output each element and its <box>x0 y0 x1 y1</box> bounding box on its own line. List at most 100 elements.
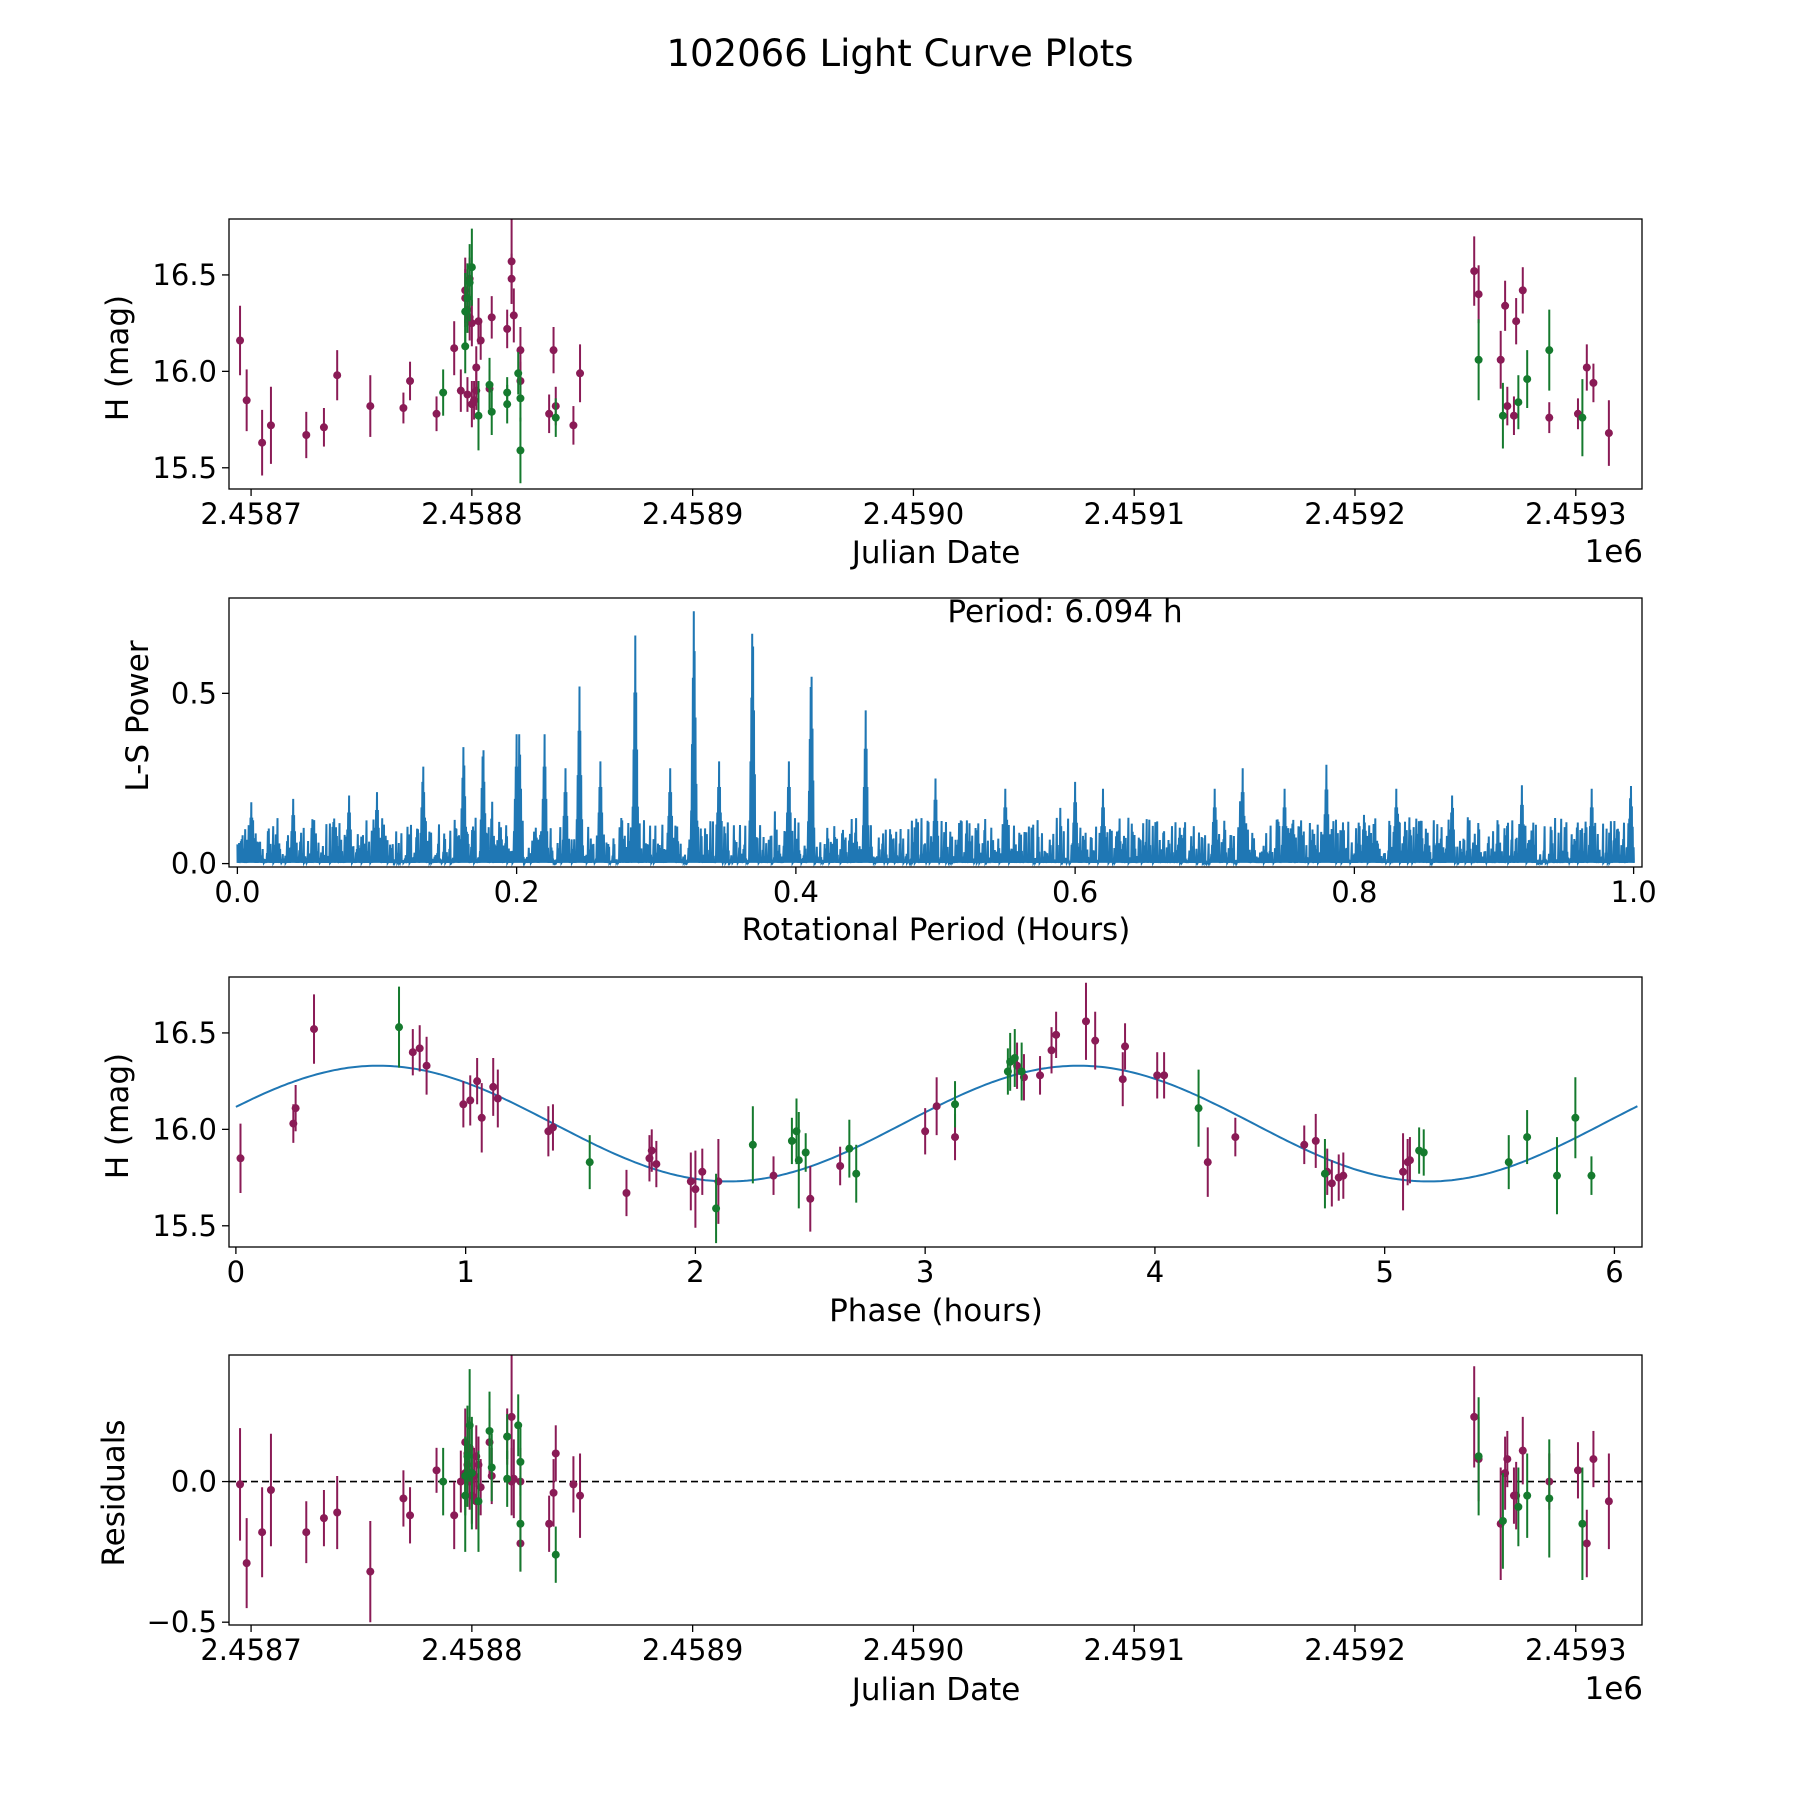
data-point-red-band <box>545 1519 554 1528</box>
periodogram-xtick-label: 1.0 <box>1611 875 1657 909</box>
data-point-red-band <box>366 402 375 411</box>
data-point-red-band <box>1503 402 1512 411</box>
phased-xtick-label: 0 <box>227 1255 245 1289</box>
data-point-red-band <box>1503 1455 1512 1464</box>
data-point-red-band <box>333 371 342 380</box>
data-point-red-band <box>509 1474 518 1483</box>
data-point-green-band <box>1498 411 1507 420</box>
data-point-green-band <box>551 1550 560 1559</box>
data-point-green-band <box>1514 398 1523 407</box>
data-point-red-band <box>408 1048 417 1057</box>
lightcurve-ytick-label: 15.5 <box>152 451 217 485</box>
data-point-green-band <box>787 1136 796 1145</box>
residuals-panel: Julian Date Residuals 1e6 2.4587 2.4588 2.… <box>96 1354 1643 1708</box>
data-point-red-band <box>1518 286 1527 295</box>
phased-xlabel: Phase (hours) <box>829 1293 1043 1329</box>
residuals-plot-area <box>229 1355 1642 1623</box>
lightcurve-xtick-label: 2.4591 <box>1083 497 1184 531</box>
data-point-red-band <box>477 1113 486 1122</box>
data-point-red-band <box>576 1491 585 1500</box>
data-point-red-band <box>1231 1133 1240 1142</box>
data-point-green-band <box>503 400 512 409</box>
data-point-red-band <box>1470 267 1479 276</box>
data-point-green-band <box>551 413 560 422</box>
data-point-red-band <box>1405 1156 1414 1165</box>
data-point-red-band <box>1582 363 1591 372</box>
data-point-red-band <box>456 1477 465 1486</box>
data-point-red-band <box>652 1160 661 1169</box>
data-point-red-band <box>406 1511 415 1520</box>
data-point-green-band <box>485 380 494 389</box>
lightcurve-axes-frame <box>228 218 1643 490</box>
data-point-red-band <box>258 438 267 447</box>
data-point-green-band <box>1545 346 1554 355</box>
periodogram-axes-frame <box>228 597 1643 868</box>
data-point-red-band <box>242 1559 251 1568</box>
data-point-red-band <box>489 1082 498 1091</box>
residuals-xtick-label: 2.4591 <box>1083 1633 1184 1667</box>
phased-xtick-label: 1 <box>456 1255 474 1289</box>
data-point-green-band <box>516 394 525 403</box>
data-point-red-band <box>1509 411 1518 420</box>
data-point-red-band <box>1582 1539 1591 1548</box>
data-point-red-band <box>310 1025 319 1034</box>
lightcurve-x-offset: 1e6 <box>1584 534 1643 570</box>
data-point-red-band <box>691 1185 700 1194</box>
data-point-green-band <box>1498 1516 1507 1525</box>
data-point-red-band <box>459 1100 468 1109</box>
data-point-red-band <box>242 396 251 405</box>
data-point-green-band <box>516 1519 525 1528</box>
data-point-red-band <box>806 1194 815 1203</box>
data-point-green-band <box>514 1421 523 1430</box>
data-point-red-band <box>399 404 408 412</box>
data-point-red-band <box>450 344 459 353</box>
data-point-green-band <box>852 1169 861 1178</box>
data-point-red-band <box>1339 1171 1348 1180</box>
data-point-green-band <box>439 388 448 397</box>
lightcurve-xtick-label: 2.4592 <box>1304 497 1405 531</box>
data-point-red-band <box>432 409 441 418</box>
data-point-red-band <box>921 1127 930 1136</box>
data-point-red-band <box>415 1044 424 1053</box>
data-point-red-band <box>236 336 245 345</box>
data-point-green-band <box>951 1100 960 1109</box>
data-point-red-band <box>1470 1412 1479 1421</box>
data-point-red-band <box>472 363 481 372</box>
data-point-red-band <box>302 431 311 439</box>
data-point-red-band <box>549 1488 558 1497</box>
data-point-green-band <box>474 1497 483 1506</box>
periodogram-panel: Rotational Period (Hours) L-S Power Peri… <box>120 594 1657 948</box>
phased-xtick-label: 2 <box>686 1255 704 1289</box>
data-point-red-band <box>1047 1046 1056 1055</box>
data-point-red-band <box>1203 1158 1212 1167</box>
lightcurve-xlabel: Julian Date <box>850 535 1021 571</box>
data-point-green-band <box>1571 1113 1580 1122</box>
data-point-red-band <box>647 1146 656 1155</box>
data-point-red-band <box>507 1412 516 1421</box>
data-point-red-band <box>1474 290 1483 299</box>
data-point-red-band <box>399 1494 408 1503</box>
figure-title: 102066 Light Curve Plots <box>666 32 1133 75</box>
data-point-red-band <box>1052 1030 1061 1039</box>
data-point-green-band <box>461 342 470 351</box>
data-point-green-band <box>1545 1494 1554 1503</box>
data-point-green-band <box>395 1023 404 1032</box>
data-point-green-band <box>1474 355 1483 364</box>
data-point-green-band <box>794 1156 803 1165</box>
lightcurve-ytick-label: 16.5 <box>152 258 217 292</box>
residuals-xtick-label: 2.4588 <box>421 1633 522 1667</box>
periodogram-xtick-label: 0.6 <box>1052 875 1098 909</box>
data-point-green-band <box>712 1204 721 1213</box>
data-point-red-band <box>1496 355 1505 364</box>
data-point-red-band <box>1545 413 1554 422</box>
lightcurve-ylabel: H (mag) <box>100 295 136 421</box>
periodogram-ylabel: L-S Power <box>120 640 156 791</box>
data-point-red-band <box>302 1528 311 1537</box>
data-point-red-band <box>545 409 554 418</box>
lightcurve-xtick-label: 2.4590 <box>863 497 964 531</box>
periodogram-line <box>236 611 1635 867</box>
data-point-red-band <box>432 1466 441 1475</box>
data-point-green-band <box>1320 1169 1329 1178</box>
data-point-red-band <box>291 1104 300 1113</box>
residuals-xtick-label: 2.4590 <box>863 1633 964 1667</box>
